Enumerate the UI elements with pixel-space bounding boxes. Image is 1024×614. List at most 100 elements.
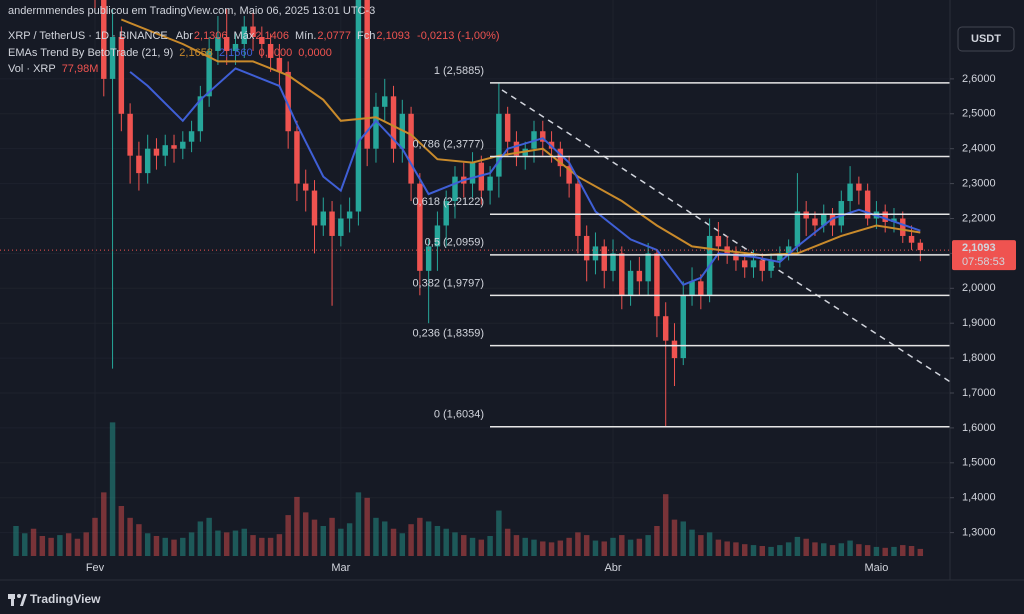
volume-bar — [461, 535, 467, 556]
y-tick-label: 1,3000 — [962, 527, 996, 539]
volume-bar — [434, 526, 441, 556]
volume-bar — [355, 492, 362, 556]
volume-bar — [109, 422, 116, 556]
symbol-legend: XRP / TetherUS · 1D · BINANCE Abr2,1306 Má… — [8, 30, 506, 42]
volume-bar — [118, 506, 125, 556]
candle-body — [101, 0, 107, 79]
volume-bar — [329, 517, 335, 556]
volume-bar — [311, 519, 318, 556]
volume-bar — [768, 546, 774, 556]
volume-bar — [136, 524, 142, 556]
candle-body — [627, 270, 634, 296]
candle-body — [768, 260, 774, 271]
candle-body — [733, 253, 739, 261]
ema-legend: EMAs Trend By BetoTrade (21, 9) 2,1658 2,1… — [8, 47, 338, 59]
volume-bar — [162, 537, 168, 556]
volume-bar — [662, 494, 669, 556]
volume-bar — [742, 544, 748, 556]
volume-bar — [425, 521, 432, 556]
volume-bar — [627, 539, 634, 556]
volume-bar — [706, 532, 713, 556]
volume-bar — [680, 521, 686, 556]
candle-body — [162, 145, 168, 156]
volume-bar — [39, 536, 46, 556]
ohlc-value: 2,1093 — [376, 30, 411, 42]
volume-bar — [698, 535, 704, 556]
candle-body — [382, 96, 388, 107]
volume-bar — [241, 528, 247, 556]
volume-bar — [408, 524, 414, 556]
candle-body — [355, 0, 362, 212]
volume-bar — [320, 526, 327, 556]
volume-bar — [364, 497, 370, 556]
ema-line — [129, 67, 921, 287]
candle-body — [276, 57, 283, 72]
candle-body — [469, 162, 476, 184]
ohlc-key: Abr — [175, 30, 193, 42]
candle-body — [259, 36, 265, 44]
volume-bar — [548, 542, 555, 556]
y-tick-label: 2,6000 — [962, 73, 996, 85]
volume-bar — [724, 541, 730, 556]
candle-body — [329, 211, 335, 236]
volume-bar — [689, 529, 695, 556]
candle-body — [829, 215, 836, 226]
candle-body — [504, 113, 511, 142]
volume-bar — [390, 528, 397, 556]
candle-body — [803, 211, 809, 219]
candle-body — [250, 26, 256, 37]
volume-bar — [601, 541, 607, 556]
volume-bar — [733, 542, 739, 556]
candle-body — [188, 131, 195, 142]
volume-bar — [592, 540, 599, 556]
candle-body — [144, 148, 151, 174]
fib-label: 1 (2,5885) — [434, 65, 484, 77]
volume-bar — [847, 540, 853, 556]
candle-body — [636, 270, 643, 282]
volume-bar — [522, 537, 528, 556]
candle-body — [136, 155, 142, 174]
volume-bar — [215, 530, 221, 556]
ohlc-value: 2,1406 — [255, 30, 289, 42]
plot — [0, 0, 950, 556]
candle-body — [759, 260, 766, 271]
candle-body — [408, 113, 414, 184]
volume-bar — [382, 521, 388, 556]
volume-bar — [504, 528, 511, 556]
candle-body — [373, 106, 379, 149]
y-tick-label: 2,3000 — [962, 177, 996, 189]
volume-bar — [101, 492, 107, 556]
candle-body — [127, 113, 133, 156]
ema-value: 2,1660 — [218, 47, 253, 59]
y-tick-label: 1,6000 — [962, 422, 996, 434]
volume-bar — [750, 545, 757, 556]
candle-body — [241, 26, 247, 44]
candle-body — [847, 183, 853, 202]
volume-bar — [838, 543, 845, 556]
candle-body — [812, 218, 818, 226]
volume-bar — [829, 545, 836, 556]
candle-body — [908, 235, 915, 243]
candle-body — [425, 246, 432, 271]
candle-body — [566, 166, 572, 184]
volume-bar — [452, 532, 458, 556]
symbol: XRP / TetherUS · 1D · BINANCE — [8, 30, 168, 42]
volume-bar — [171, 539, 177, 556]
candle-body — [109, 36, 116, 79]
y-tick-label: 1,9000 — [962, 317, 996, 329]
candle-body — [197, 96, 204, 132]
candle-body — [891, 218, 897, 222]
ema-value: 0,0000 — [258, 47, 293, 59]
candle-body — [777, 253, 783, 261]
volume-bar — [22, 533, 28, 556]
candle-body — [557, 148, 564, 167]
candle-body — [917, 242, 924, 251]
y-tick-label: 2,5000 — [962, 108, 996, 120]
candle-body — [856, 183, 862, 191]
countdown: 07:58:53 — [962, 256, 1005, 268]
volume-bar — [785, 542, 792, 556]
currency-box[interactable] — [957, 26, 1015, 52]
volume-bar — [294, 496, 300, 556]
fib-label: 0,382 (1,9797) — [412, 277, 484, 289]
